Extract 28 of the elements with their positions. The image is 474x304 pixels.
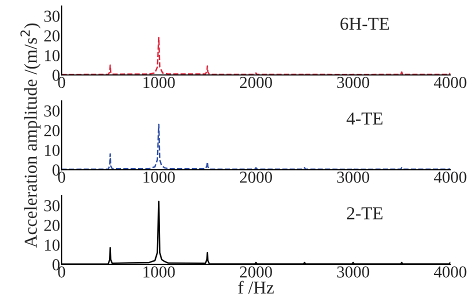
x-tick-label: 1000 — [144, 172, 175, 183]
y-tick-label: 0 — [52, 259, 60, 270]
annotation: 2-TE — [347, 207, 382, 220]
x-tick-label: 1000 — [144, 266, 175, 278]
x-tick-label: 4000 — [434, 266, 466, 278]
x-tick-label: 3000 — [337, 172, 370, 183]
x-tick-label: 4000 — [434, 172, 466, 183]
x-tick-label: 1000 — [144, 76, 175, 88]
y-tick-label: 10 — [45, 144, 60, 156]
x-tick-label: 2000 — [240, 172, 272, 183]
annotation: 6H-TE — [340, 18, 389, 30]
y-tick-label: 0 — [52, 70, 60, 81]
x-tick-label: 3000 — [337, 266, 370, 278]
y-tick-label: 30 — [44, 10, 60, 22]
y-tick-label: 10 — [45, 239, 60, 251]
y-tick-label: 20 — [44, 220, 60, 232]
y-tick-label: 10 — [45, 50, 60, 62]
x-tick-label: 2000 — [240, 76, 272, 88]
y-tick-label: 30 — [44, 105, 60, 117]
x-tick-label: 2000 — [240, 266, 272, 278]
y-tick-label: 20 — [44, 30, 60, 42]
x-tick-label: 4000 — [434, 76, 466, 88]
y-tick-label: 30 — [44, 200, 60, 212]
x-tick-label: 3000 — [337, 76, 370, 88]
y-tick-label: 20 — [44, 125, 60, 136]
y-axis-title: Acceleration amplitude /(m/s$^{2}$) — [20, 23, 41, 248]
x-axis-title: f /Hz — [238, 280, 274, 294]
annotation: 4-TE — [346, 112, 382, 124]
